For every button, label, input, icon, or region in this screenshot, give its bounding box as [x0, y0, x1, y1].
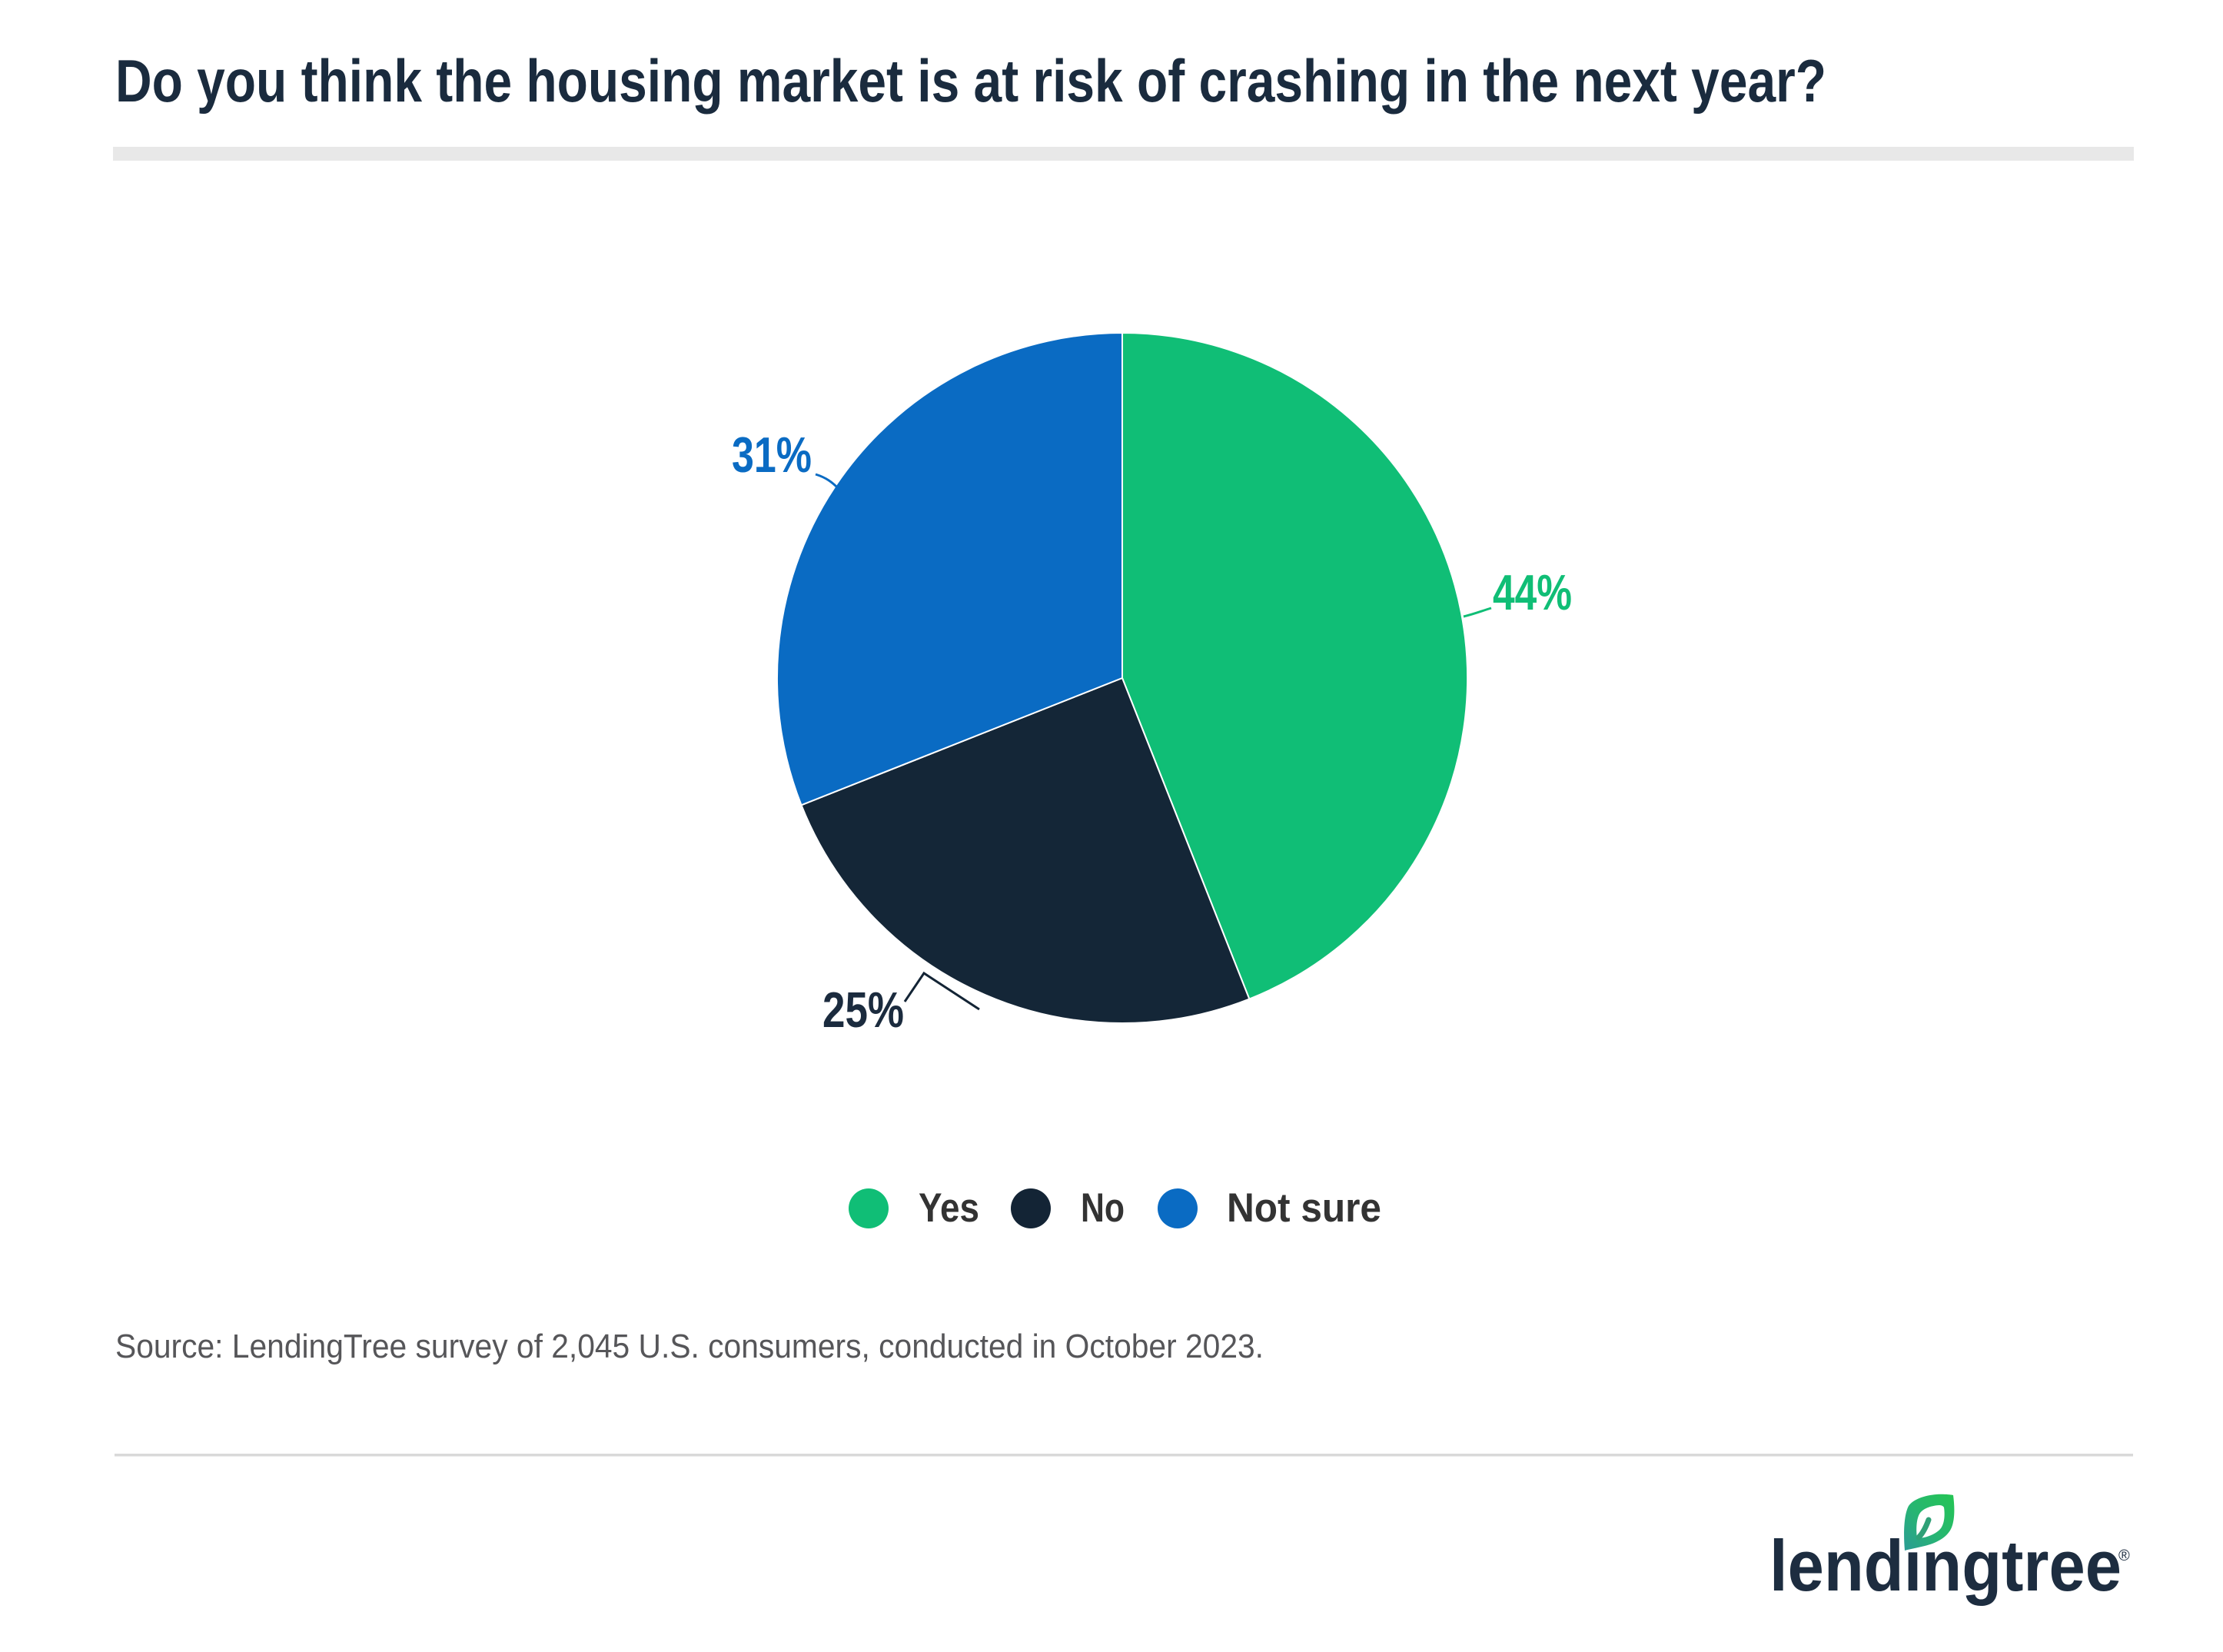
- svg-text:Not sure: Not sure: [1227, 1185, 1381, 1231]
- svg-text:lendıngtree: lendıngtree: [1769, 1525, 2122, 1606]
- svg-text:Source: LendingTree survey of: Source: LendingTree survey of 2,045 U.S.…: [115, 1328, 1264, 1365]
- svg-text:®: ®: [2118, 1547, 2130, 1564]
- svg-text:Yes: Yes: [919, 1185, 979, 1231]
- svg-text:Do you think the housing marke: Do you think the housing market is at ri…: [115, 47, 1826, 115]
- svg-text:44%: 44%: [1493, 564, 1572, 620]
- svg-text:31%: 31%: [732, 427, 812, 483]
- svg-text:No: No: [1081, 1185, 1125, 1231]
- svg-text:25%: 25%: [822, 982, 904, 1038]
